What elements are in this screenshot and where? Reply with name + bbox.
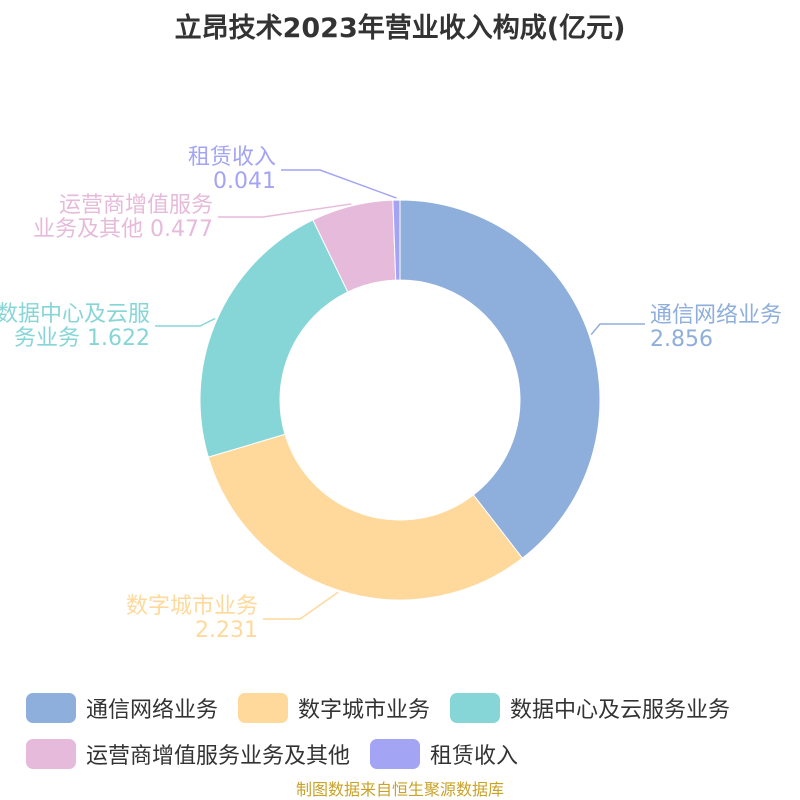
legend-swatch xyxy=(26,739,76,769)
legend-row-2: 运营商增值服务业务及其他 租赁收入 xyxy=(26,738,538,770)
leader-lines xyxy=(155,169,645,620)
legend-label: 租赁收入 xyxy=(430,744,519,769)
slice-3[interactable] xyxy=(199,219,349,458)
slice-label-5: 租赁收入 0.041 xyxy=(188,145,276,194)
slice-2[interactable] xyxy=(207,433,524,601)
slice-label-2: 数字城市业务 2.231 xyxy=(126,594,258,643)
legend-item[interactable]: 运营商增值服务业务及其他 xyxy=(26,738,350,770)
legend-row-1: 通信网络业务 数字城市业务 数据中心及云服务业务 xyxy=(26,692,750,724)
legend-item[interactable]: 通信网络业务 xyxy=(26,692,218,724)
legend-swatch xyxy=(370,739,421,769)
legend-item[interactable]: 数据中心及云服务业务 xyxy=(450,692,730,724)
chart-title: 立昂技术2023年营业收入构成(亿元) xyxy=(174,13,626,44)
legend-swatch xyxy=(450,693,501,723)
leader-line-4 xyxy=(218,203,352,218)
legend-label: 运营商增值服务业务及其他 xyxy=(86,744,351,769)
slices xyxy=(199,199,601,601)
legend-item[interactable]: 租赁收入 xyxy=(370,738,518,770)
slice-labels: 通信网络业务 2.856 数字城市业务 2.231 数据中心及云服务业务 1.622 运营… xyxy=(0,145,782,643)
leader-line-5 xyxy=(281,169,397,199)
legend-swatch xyxy=(26,693,76,723)
leader-line-1 xyxy=(590,323,645,336)
slice-5[interactable] xyxy=(392,199,401,281)
slice-label-1: 通信网络业务 2.856 xyxy=(650,303,782,352)
source-note: 制图数据来自恒生聚源数据库 xyxy=(295,780,504,799)
legend-label: 数据中心及云服务业务 xyxy=(510,698,731,723)
leader-line-3 xyxy=(155,317,216,327)
legend-label: 数字城市业务 xyxy=(298,698,431,723)
slice-label-4: 运营商增值服务业务及其他 0.477 xyxy=(33,193,213,242)
legend-item[interactable]: 数字城市业务 xyxy=(238,692,430,724)
slice-label-3: 数据中心及云服务业务 1.622 xyxy=(0,302,150,351)
slice-1[interactable] xyxy=(399,199,601,559)
legend-label: 通信网络业务 xyxy=(86,698,219,723)
leader-line-2 xyxy=(263,591,339,620)
legend-swatch xyxy=(238,693,289,723)
